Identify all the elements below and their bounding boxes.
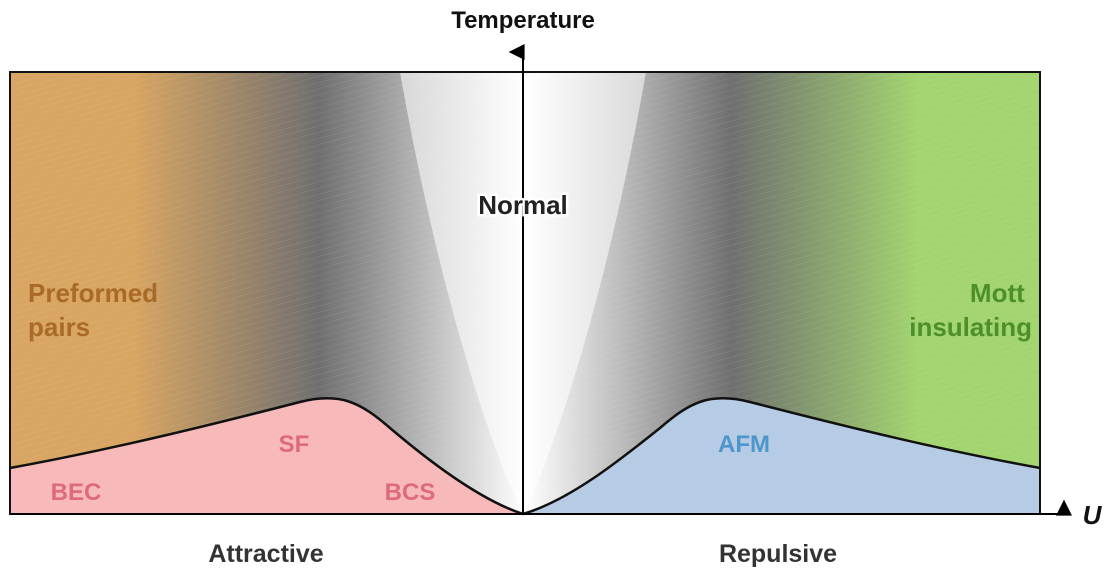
repulsive-label: Repulsive bbox=[719, 540, 837, 568]
sf-label: SF bbox=[279, 431, 310, 458]
afm-label: AFM bbox=[718, 431, 770, 458]
bcs-label: BCS bbox=[385, 479, 436, 506]
temperature-axis-label: Temperature bbox=[451, 7, 595, 34]
attractive-label: Attractive bbox=[208, 540, 323, 568]
afm-region bbox=[523, 398, 1040, 514]
preformed-pairs-label: Preformed pairs bbox=[28, 278, 165, 342]
u-axis-label: U bbox=[1083, 500, 1103, 530]
bec-label: BEC bbox=[51, 479, 102, 506]
superfluid-region bbox=[10, 398, 523, 514]
mott-insulating-label: Mott insulating bbox=[909, 278, 1032, 342]
normal-label: Normal bbox=[478, 190, 568, 220]
